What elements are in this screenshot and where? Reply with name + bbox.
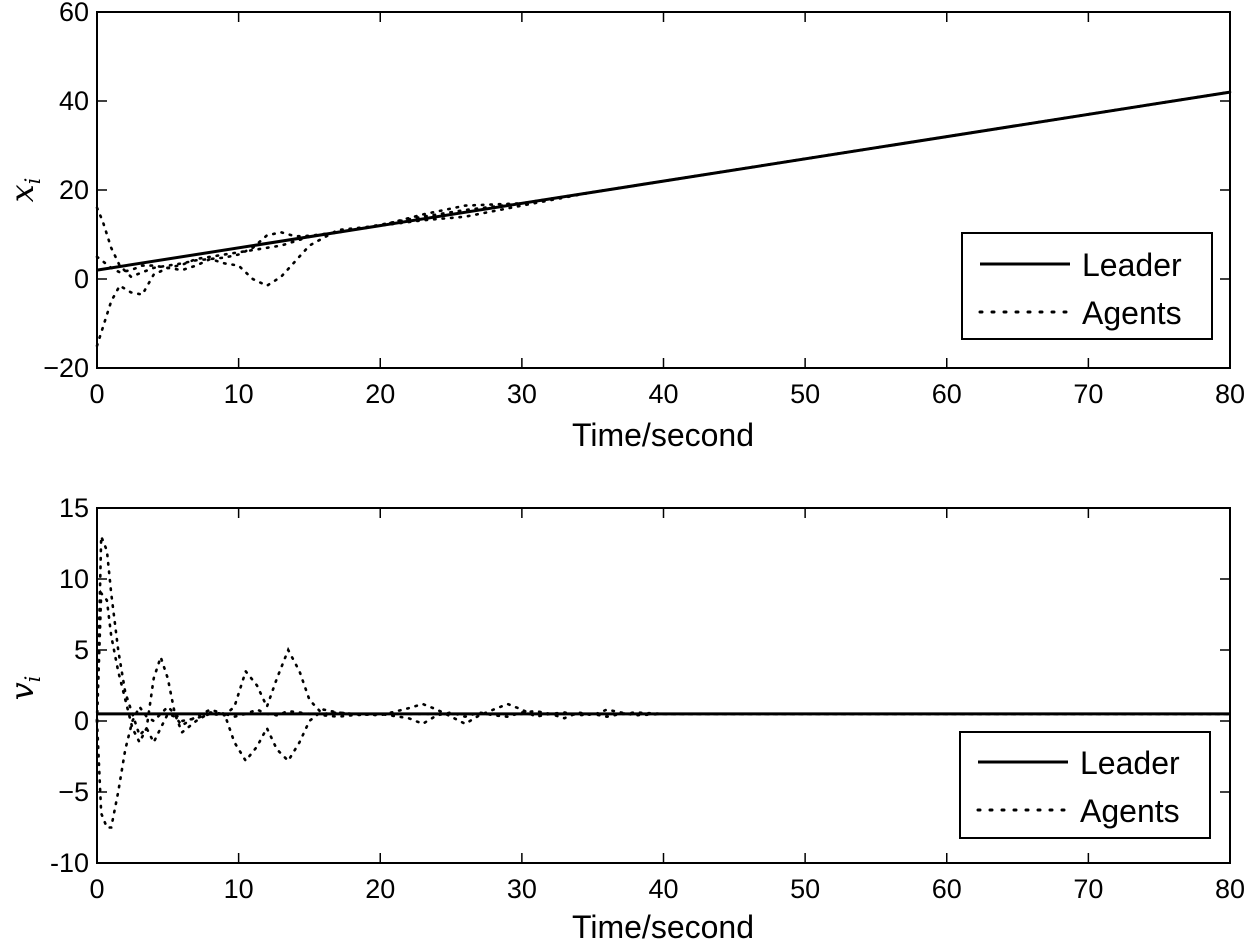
agent-line-2 [95, 646, 1232, 829]
x-tick-label: 0 [89, 379, 104, 409]
legend-box [959, 731, 1211, 839]
y-tick-label: 0 [74, 264, 89, 294]
legend: Leader Agents [961, 232, 1213, 340]
agent-line-3 [95, 90, 1232, 274]
y-tick-label: −5 [58, 777, 89, 807]
y-tick-label: -10 [50, 848, 89, 878]
x-tick-label: 60 [932, 379, 962, 409]
y-tick-label: 10 [59, 564, 89, 594]
y-axis-label: vi [3, 676, 45, 701]
x-tick-label: 0 [89, 874, 104, 904]
x-tick-label: 50 [790, 379, 820, 409]
y-tick-label: 20 [59, 175, 89, 205]
y-tick-label: 40 [59, 86, 89, 116]
agent-line-2 [95, 90, 1232, 348]
x-tick-label: 30 [507, 874, 537, 904]
x-tick-label: 30 [507, 379, 537, 409]
y-tick-label: −20 [43, 353, 89, 383]
legend-agents-label: Agents [1082, 295, 1182, 331]
x-tick-label: 40 [648, 874, 678, 904]
legend-leader-label: Leader [1082, 247, 1182, 283]
x-tick-label: 70 [1073, 874, 1103, 904]
y-tick-label: 0 [74, 706, 89, 736]
velocity-chart: 0 10 20 30 40 50 60 70 80 -10 −5 0 5 10 15 Time/second… [3, 493, 1245, 943]
x-tick-label: 50 [790, 874, 820, 904]
y-axis-label: xi [3, 178, 45, 203]
agent-line-3 [95, 589, 1232, 746]
legend-leader-label: Leader [1080, 745, 1180, 781]
y-tick-label: 5 [74, 635, 89, 665]
x-axis-label: Time/second [572, 417, 754, 453]
x-tick-label: 70 [1073, 379, 1103, 409]
x-tick-label: 20 [365, 379, 395, 409]
x-tick-label: 80 [1215, 874, 1245, 904]
x-tick-label: 20 [365, 874, 395, 904]
agent-line-1 [95, 535, 1232, 764]
x-tick-label: 10 [224, 874, 254, 904]
agent-line-1 [95, 90, 1232, 279]
legend-agents-label: Agents [1080, 793, 1180, 829]
legend: Leader Agents [959, 731, 1211, 839]
legend-box [961, 232, 1213, 340]
y-tick-label: 15 [59, 493, 89, 523]
y-tick-label: 60 [59, 0, 89, 27]
x-tick-label: 40 [648, 379, 678, 409]
x-tick-label: 80 [1215, 379, 1245, 409]
x-tick-label: 10 [224, 379, 254, 409]
x-axis-label: Time/second [572, 909, 754, 943]
x-tick-label: 60 [932, 874, 962, 904]
